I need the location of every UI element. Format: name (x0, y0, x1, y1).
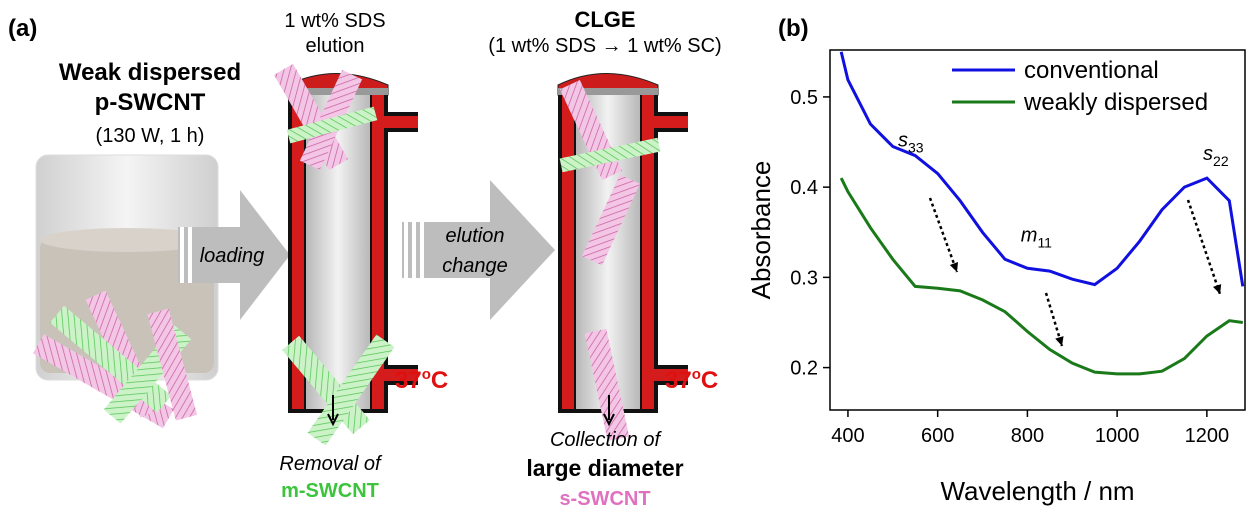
x-tick-label: 1000 (1095, 425, 1140, 447)
step-label: elution (446, 225, 505, 247)
temperature-unit: C (431, 367, 448, 394)
eluent-label: (1 wt% SDS → 1 wt% SC) (488, 35, 721, 57)
trend-arrowhead (1055, 336, 1064, 346)
y-tick-label: 0.2 (790, 358, 818, 380)
data-line (839, 177, 1243, 376)
output-label: Collection of (550, 429, 663, 451)
trend-arrow (1186, 199, 1222, 295)
annotation: m11 (1021, 224, 1052, 250)
dispersion-surface (40, 228, 214, 252)
annotation-text: m (1021, 224, 1038, 246)
x-tick-label: 600 (921, 425, 954, 447)
legend-label: weakly dispersed (1023, 89, 1208, 116)
trend-arrow (928, 197, 959, 273)
column: CLGE (1 wt% SDS → 1 wt% SC) 37oC Collect… (488, 7, 721, 510)
y-tick-label: 0.5 (790, 87, 818, 109)
panel-b: (b) Wavelength / nm Absorbance 400 600 800 100… (746, 15, 1246, 506)
temperature-unit: C (701, 367, 718, 394)
panel-label: (a) (8, 15, 37, 42)
column: 1 wt% SDS elution 37oC Removal of m-SWCN… (273, 10, 448, 502)
temperature-degree: o (422, 366, 431, 383)
temperature-value: 37 (395, 367, 422, 394)
sample-condition: (130 W, 1 h) (96, 125, 205, 147)
temperature: 37oC (395, 366, 448, 394)
eluent-label: elution (306, 35, 365, 57)
annotation-text: s (1203, 143, 1213, 165)
process-arrow (402, 180, 555, 320)
nanotube (147, 308, 198, 421)
x-axis-label: Wavelength / nm (940, 476, 1134, 506)
annotation-sub: 22 (1213, 153, 1229, 169)
panel-a: (a) Weak dispersed p-SWCNT (130 W, 1 h) … (8, 7, 722, 510)
trend-arrowhead (1212, 284, 1222, 294)
output-label: large diameter (526, 455, 683, 481)
sample-title: p-SWCNT (95, 89, 206, 116)
temperature: 37oC (665, 366, 718, 394)
annotation: s22 (1203, 143, 1229, 169)
output-label: m-SWCNT (281, 480, 379, 502)
column-title: CLGE (574, 7, 635, 32)
y-tick-label: 0.4 (790, 177, 818, 199)
plot-frame (829, 49, 1246, 411)
annotation-sub: 33 (908, 140, 924, 156)
y-axis-label: Absorbance (746, 161, 776, 300)
trend-arrowhead (949, 262, 958, 272)
legend-label: conventional (1024, 57, 1159, 84)
process-arrow (178, 190, 290, 320)
x-tick-label: 1200 (1185, 425, 1230, 447)
eluent-label: 1 wt% SDS (284, 10, 385, 32)
data-line (839, 51, 1245, 287)
x-tick-label: 800 (1011, 425, 1044, 447)
annotation-text: s (898, 130, 908, 152)
panel-label: (b) (778, 15, 809, 42)
step-label: change (442, 255, 508, 277)
annotation-sub: 11 (1037, 234, 1052, 250)
temperature-value: 37 (665, 367, 692, 394)
output-label: s-SWCNT (559, 488, 650, 510)
sample-title: Weak dispersed (59, 59, 241, 86)
annotation: s33 (898, 130, 924, 156)
step-label: loading (200, 245, 265, 267)
output-label: Removal of (279, 453, 383, 475)
temperature-degree: o (692, 366, 701, 383)
y-tick-label: 0.3 (790, 267, 818, 289)
x-tick-label: 400 (831, 425, 864, 447)
